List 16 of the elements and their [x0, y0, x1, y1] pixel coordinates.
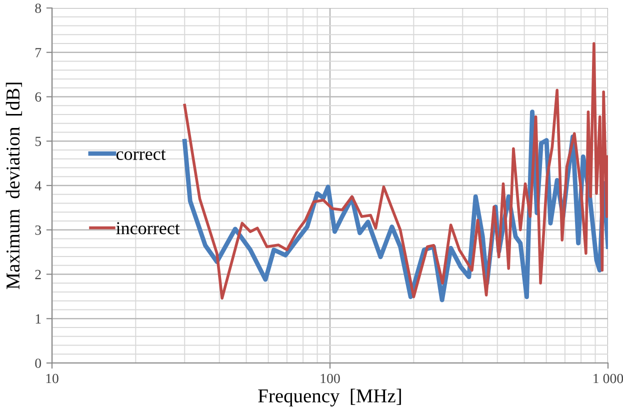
legend-label: correct — [116, 150, 166, 160]
y-tick-label: 7 — [36, 48, 42, 58]
x-axis-title: Frequency [MHz] — [258, 388, 401, 406]
x-tick-label: 1 000 — [594, 374, 623, 384]
y-tick-label: 6 — [35, 92, 42, 102]
y-tick-label: 3 — [35, 225, 42, 235]
y-tick-label: 2 — [35, 270, 41, 280]
y-tick-label: 1 — [36, 314, 41, 324]
y-tick-label: 8 — [35, 4, 42, 13]
y-axis-title: Maximum deviation [dB] — [6, 82, 22, 290]
legend-label: incorrect — [116, 222, 180, 234]
y-tick-label: 5 — [35, 136, 42, 146]
y-tick-label: 0 — [35, 358, 42, 368]
x-tick-label: 100 — [320, 374, 340, 384]
x-tick-label: 10 — [46, 374, 58, 384]
y-tick-label: 4 — [34, 181, 42, 190]
